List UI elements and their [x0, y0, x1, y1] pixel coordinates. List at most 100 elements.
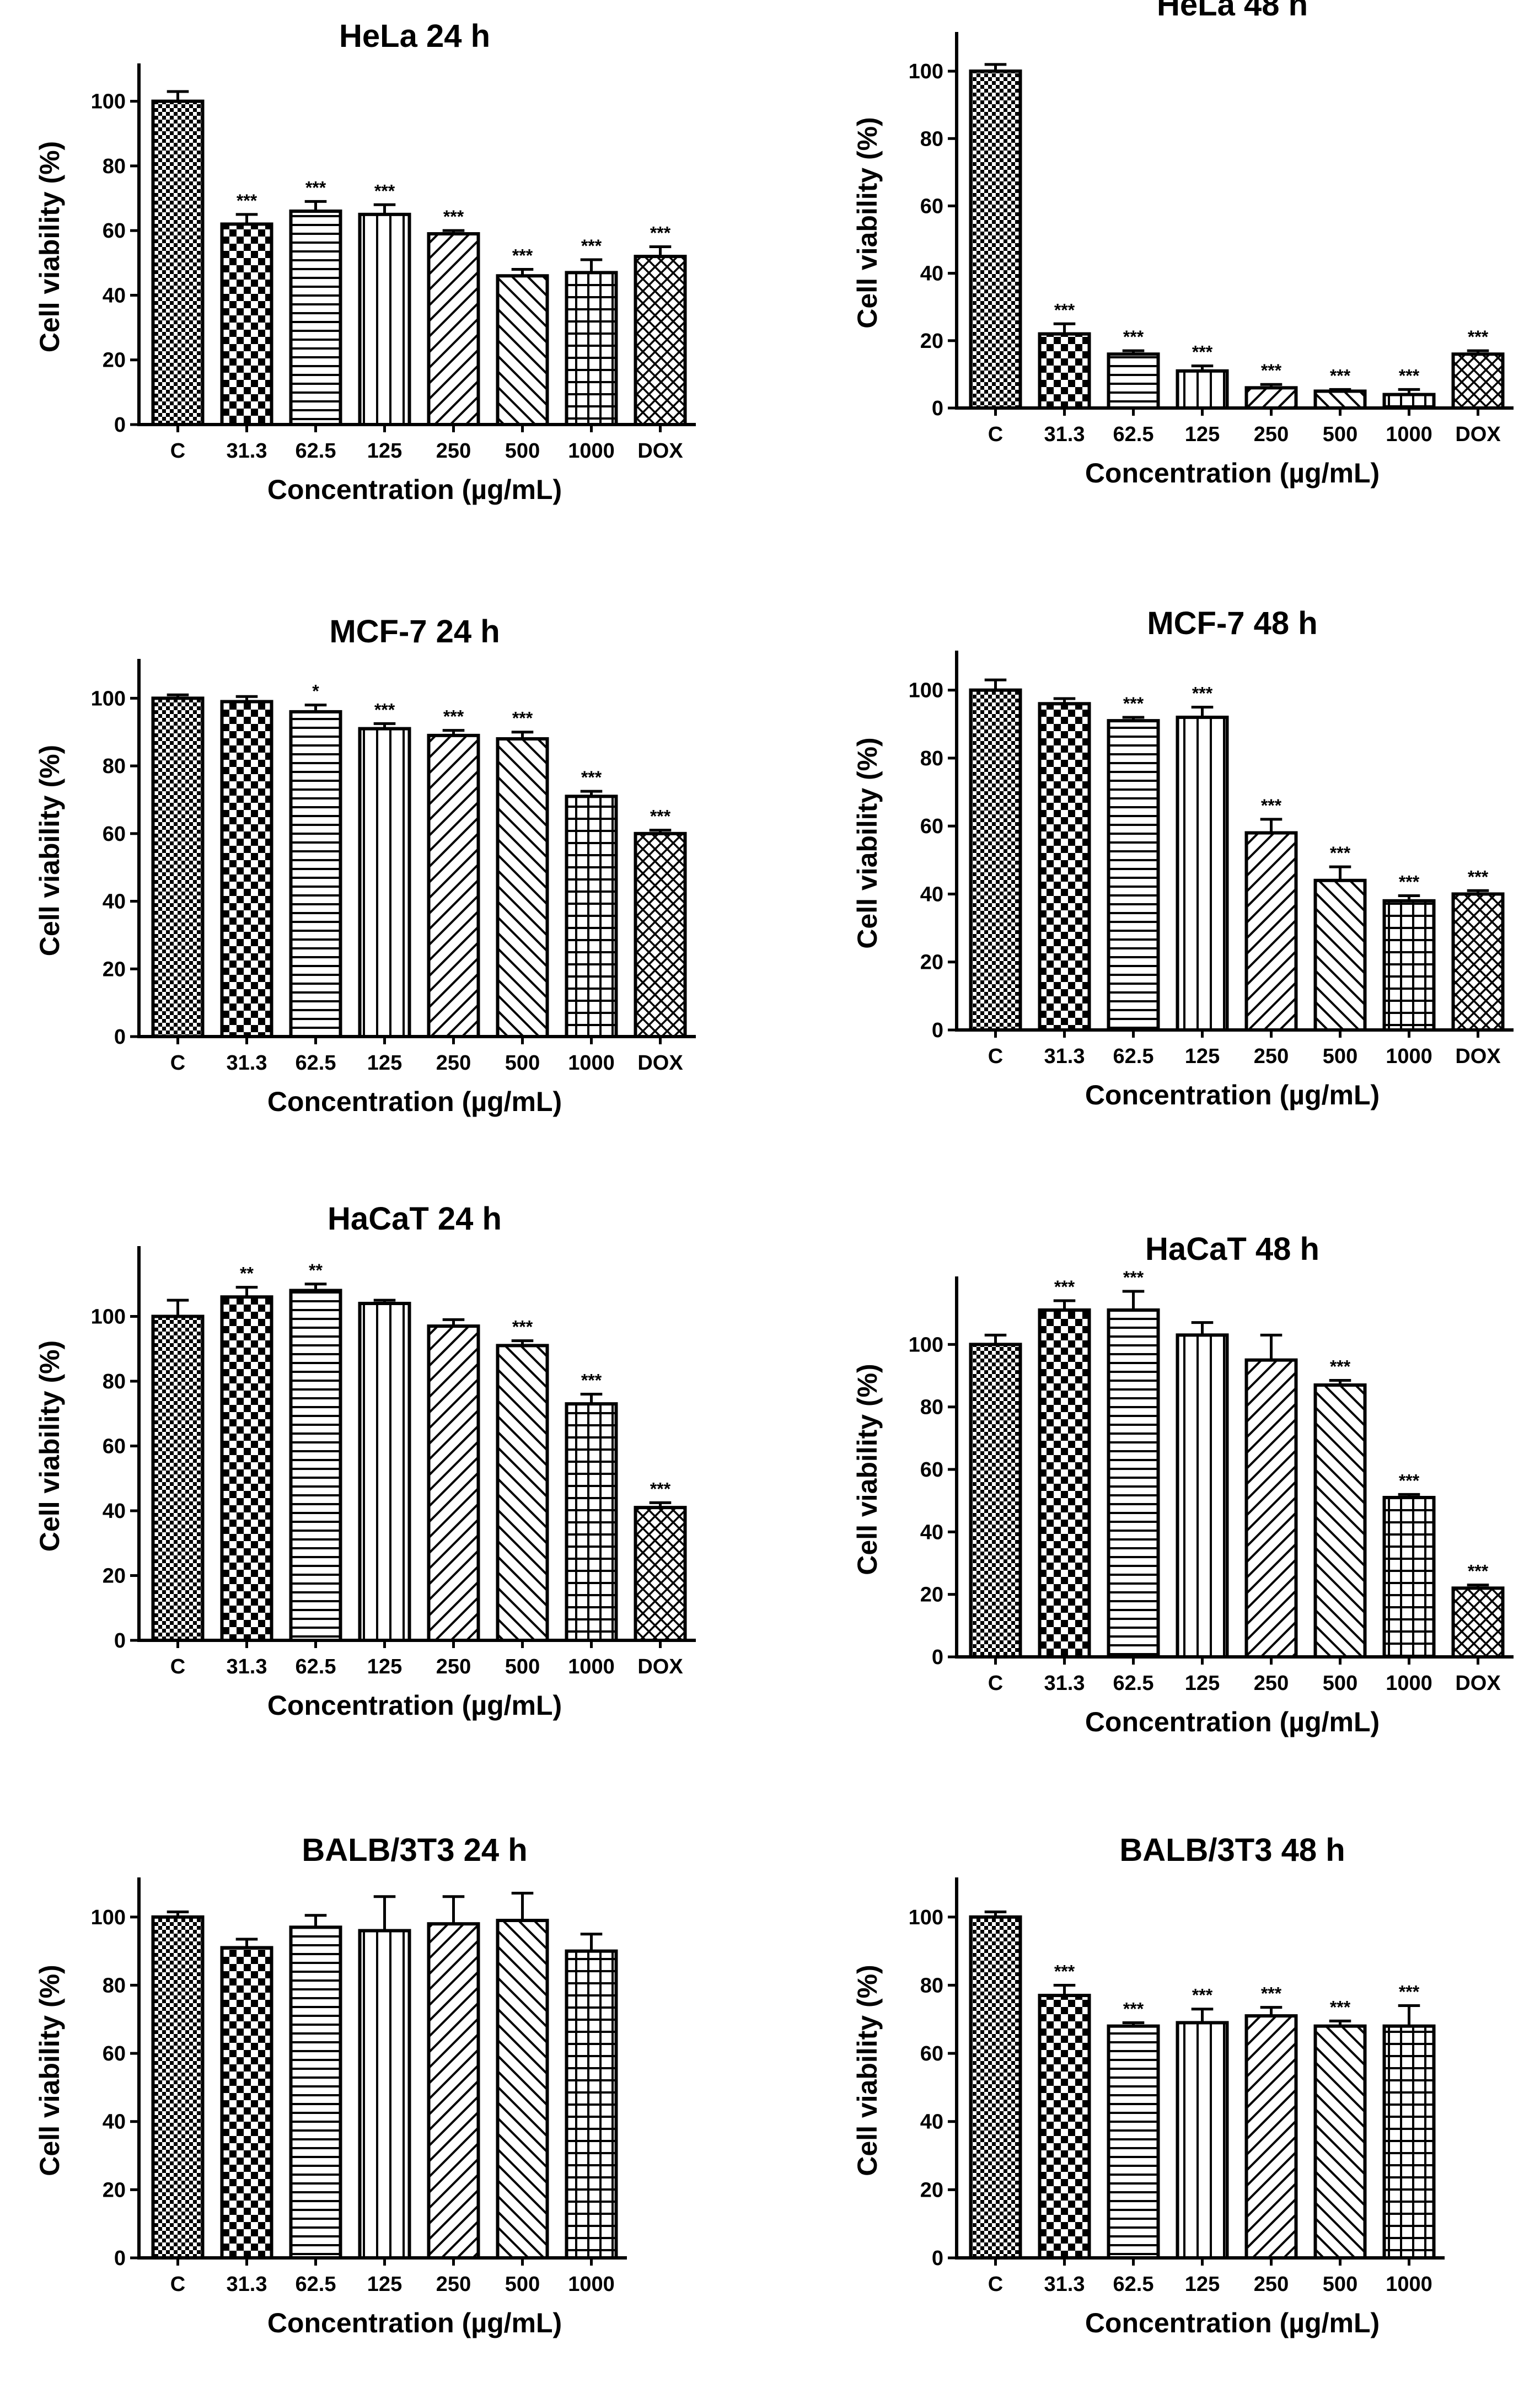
y-tick-label: 20	[920, 951, 943, 974]
bar-250	[1244, 831, 1298, 1032]
x-tick-label: 250	[436, 1655, 471, 1678]
x-tick-label: C	[170, 1655, 185, 1678]
x-tick-label: 125	[367, 1655, 402, 1678]
bar-DOX	[634, 1506, 687, 1642]
significance-label: ***	[1123, 1268, 1144, 1287]
significance-label: ***	[1468, 327, 1489, 347]
y-tick-label: 20	[920, 330, 943, 353]
chart-panel-3: MCF-7 24 h 0 20 40 60 80 100 Cell viability (%)…	[34, 614, 696, 1117]
significance-label: ***	[1054, 1277, 1075, 1297]
x-tick-label: 500	[505, 1051, 540, 1075]
bar-31.3	[1038, 332, 1091, 410]
significance-label: ***	[1261, 796, 1282, 815]
significance-label: ***	[1399, 366, 1420, 385]
y-tick-label: 40	[103, 284, 126, 307]
x-tick-label: 1000	[1386, 1672, 1432, 1695]
bar-C	[151, 1915, 205, 2260]
x-tick-label: 250	[436, 2273, 471, 2296]
significance-label: ***	[1261, 361, 1282, 380]
bar-62.5	[1107, 2024, 1160, 2260]
y-tick-label: 20	[103, 958, 126, 981]
significance-label: ***	[581, 1371, 602, 1391]
bar-62.5	[289, 1289, 342, 1642]
y-tick-label: 40	[920, 262, 943, 286]
y-axis-label: Cell viability (%)	[34, 1340, 65, 1552]
x-axis-label: Concentration (µg/mL)	[1085, 458, 1380, 489]
significance-label: ***	[1192, 683, 1213, 703]
bar-C	[151, 1314, 205, 1642]
significance-label: *	[312, 681, 319, 701]
significance-label: ***	[650, 223, 671, 243]
x-axis-label: Concentration (µg/mL)	[1085, 1080, 1380, 1110]
significance-label: ***	[237, 191, 257, 211]
significance-label: ***	[1123, 327, 1144, 347]
significance-label: ***	[650, 1479, 671, 1499]
x-tick-label: 31.3	[1044, 423, 1085, 446]
x-tick-label: 62.5	[1113, 1672, 1154, 1695]
significance-label: ***	[1399, 1471, 1420, 1490]
bar-DOX	[1451, 1586, 1505, 1659]
x-tick-label: 1000	[568, 1655, 615, 1678]
y-tick-label: 0	[932, 2247, 943, 2270]
x-tick-label: 62.5	[1113, 2273, 1154, 2296]
significance-label: ***	[1192, 1985, 1213, 2005]
bar-500	[496, 1919, 549, 2260]
bar-62.5	[289, 710, 342, 1038]
bar-31.3	[1038, 1994, 1091, 2260]
significance-label: ***	[512, 246, 533, 266]
y-tick-label: 0	[932, 397, 943, 420]
significance-label: ***	[1468, 1561, 1489, 1581]
chart-panel-6: HaCaT 48 h 0 20 40 60 80 100 Cell viability (%)…	[852, 1231, 1514, 1737]
x-tick-label: DOX	[1455, 1045, 1501, 1068]
x-tick-label: 500	[1323, 423, 1357, 446]
bar-C	[969, 1915, 1022, 2260]
y-tick-label: 60	[920, 1458, 943, 1482]
panel-title: BALB/3T3 48 h	[1119, 1832, 1345, 1868]
bar-500	[496, 1344, 549, 1642]
y-tick-label: 100	[91, 1306, 126, 1329]
significance-label: ***	[374, 181, 395, 201]
y-axis-label: Cell viability (%)	[34, 1965, 65, 2176]
y-tick-label: 60	[920, 2042, 943, 2065]
x-tick-label: 500	[1323, 1045, 1357, 1068]
x-tick-label: 62.5	[296, 1051, 336, 1075]
y-tick-label: 60	[103, 2042, 126, 2065]
x-tick-label: 1000	[568, 439, 615, 463]
significance-label: ***	[1468, 867, 1489, 887]
y-tick-label: 20	[103, 349, 126, 372]
y-tick-label: 80	[103, 155, 126, 178]
bar-1000	[565, 795, 618, 1039]
x-tick-label: DOX	[637, 1051, 683, 1075]
x-axis-label: Concentration (µg/mL)	[1085, 2307, 1380, 2338]
y-axis-label: Cell viability (%)	[34, 745, 65, 956]
x-tick-label: 500	[1323, 2273, 1357, 2296]
y-tick-label: 0	[114, 414, 126, 437]
chart-panel-2: HeLa 48 h 0 20 40 60 80 100 Cell viability (%) C…	[852, 0, 1514, 489]
bar-C	[969, 69, 1022, 410]
bar-62.5	[1107, 352, 1160, 410]
bar-250	[1244, 386, 1298, 410]
panel-title: HeLa 24 h	[339, 18, 490, 54]
y-axis-label: Cell viability (%)	[852, 1364, 883, 1575]
x-tick-label: 500	[505, 2273, 540, 2296]
bar-125	[1176, 1333, 1229, 1659]
significance-label: ***	[1330, 366, 1351, 385]
significance-label: ***	[1192, 342, 1213, 362]
y-tick-label: 60	[103, 823, 126, 846]
significance-label: ***	[1123, 1999, 1144, 2019]
bar-250	[1244, 1358, 1298, 1659]
bar-62.5	[1107, 719, 1160, 1032]
y-tick-label: 40	[103, 1500, 126, 1523]
y-tick-label: 40	[103, 2111, 126, 2134]
y-tick-label: 80	[920, 1974, 943, 1997]
x-tick-label: 62.5	[296, 439, 336, 463]
y-tick-label: 20	[103, 2178, 126, 2202]
x-axis-label: Concentration (µg/mL)	[267, 2307, 562, 2338]
bar-31.3	[1038, 1308, 1091, 1659]
y-tick-label: 0	[114, 2247, 126, 2270]
y-tick-label: 80	[103, 1974, 126, 1997]
y-tick-label: 100	[91, 1906, 126, 1929]
bar-DOX	[634, 255, 687, 426]
x-tick-label: C	[988, 1672, 1003, 1695]
